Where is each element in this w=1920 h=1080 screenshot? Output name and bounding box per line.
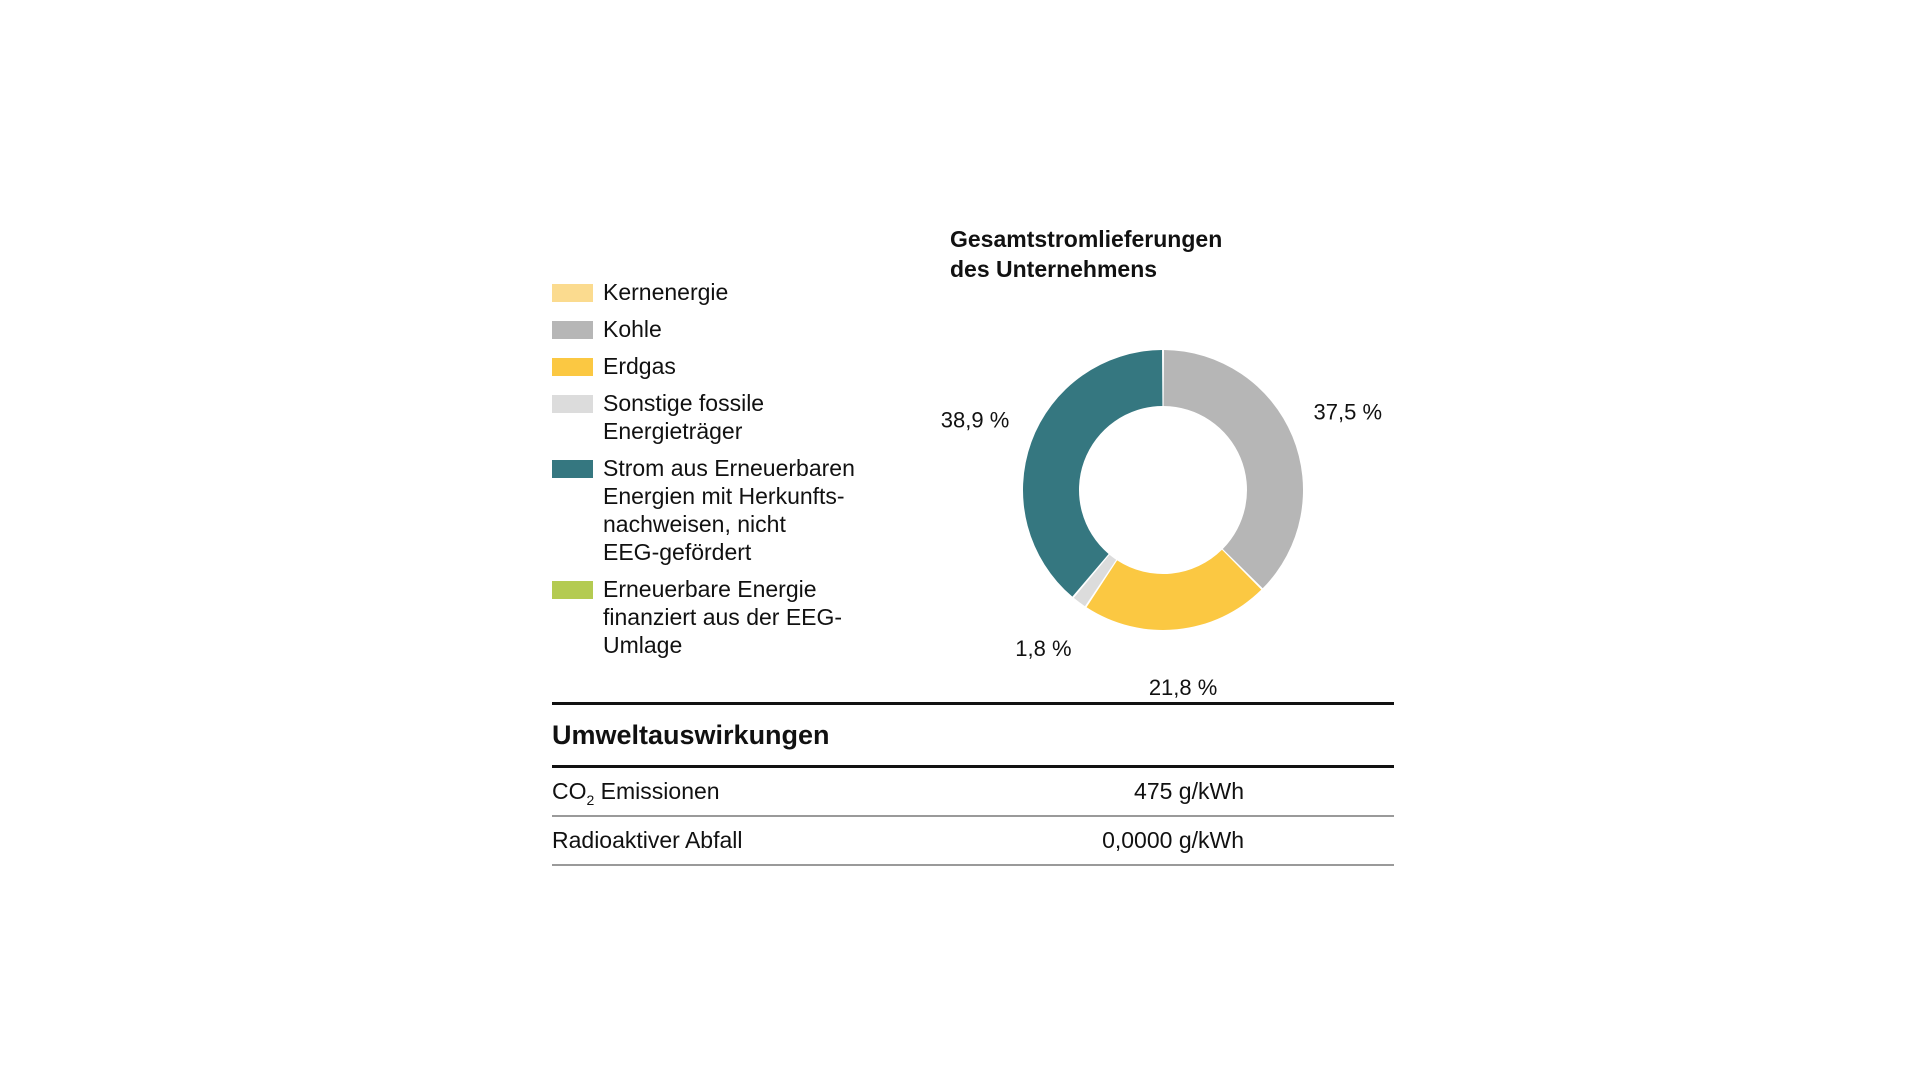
legend-swatch [552, 284, 593, 302]
table-row-co2: CO2 Emissionen 475 g/kWh [552, 768, 1394, 815]
legend-swatch [552, 460, 593, 478]
legend-swatch [552, 321, 593, 339]
table-heading-rule [552, 765, 1394, 768]
slice-value-label: 37,5 % [1314, 399, 1383, 424]
table-heading: Umweltauswirkungen [552, 720, 830, 750]
donut-slice [1163, 350, 1303, 589]
legend-item: Erdgas [552, 352, 892, 380]
donut-slice [1073, 554, 1117, 607]
chart-title: Gesamtstromlieferungen des Unternehmens [950, 226, 1223, 282]
legend-item: Kernenergie [552, 278, 892, 306]
legend-item: Strom aus Erneuerbaren Energien mit Herk… [552, 454, 892, 566]
slice-value-label: 1,8 % [1015, 636, 1071, 661]
row-label: Radioaktiver Abfall [552, 817, 743, 864]
row-label-rest: Emissionen [594, 778, 720, 804]
legend-swatch [552, 358, 593, 376]
legend-item: Sonstige fossile Energieträger [552, 389, 892, 445]
donut-slice [1023, 350, 1163, 597]
table-top-rule [552, 702, 1394, 705]
slice-value-label: 21,8 % [1149, 675, 1218, 700]
chart-legend: Kernenergie Kohle Erdgas Sonstige fossile E… [552, 278, 892, 668]
legend-label: Sonstige fossile Energieträger [603, 390, 765, 444]
legend-label: Erneuerbare Energie finanziert aus der E… [603, 576, 843, 658]
donut-slice [1086, 549, 1262, 630]
row-divider [552, 815, 1394, 817]
legend-label: Erdgas [603, 353, 676, 379]
legend-label: Strom aus Erneuerbaren Energien mit Herk… [603, 455, 855, 565]
slice-value-label: 38,9 % [941, 407, 1010, 432]
legend-item: Kohle [552, 315, 892, 343]
impact-table: Umweltauswirkungen CO2 Emissionen 475 g/… [552, 702, 1394, 866]
row-value: 475 g/kWh [1134, 778, 1244, 804]
table-row-radioactive-waste: Radioaktiver Abfall 0,0000 g/kWh [552, 817, 1394, 864]
row-label-main: Radioaktiver Abfall [552, 827, 743, 853]
legend-label: Kohle [603, 316, 662, 342]
legend-swatch [552, 581, 593, 599]
legend-item: Erneuerbare Energie finanziert aus der E… [552, 575, 892, 659]
legend-label: Kernenergie [603, 279, 729, 305]
legend-swatch [552, 395, 593, 413]
row-divider [552, 864, 1394, 866]
row-label-subscript: 2 [586, 792, 595, 808]
row-label: CO2 Emissionen [552, 768, 720, 815]
row-value: 0,0000 g/kWh [1102, 827, 1244, 853]
row-label-main: CO [552, 778, 587, 804]
